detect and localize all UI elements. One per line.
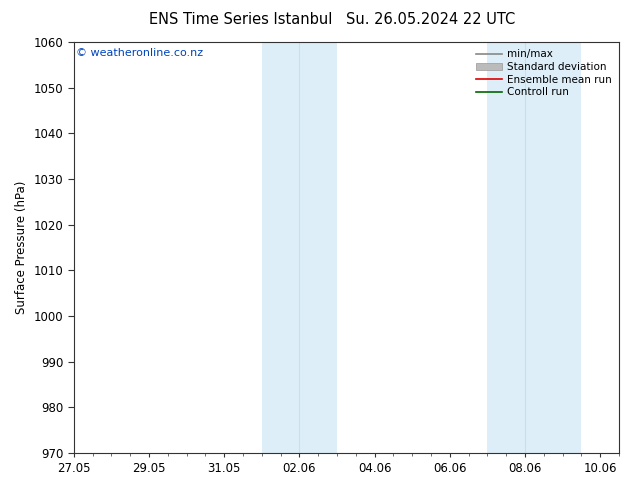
Legend: min/max, Standard deviation, Ensemble mean run, Controll run: min/max, Standard deviation, Ensemble me… [474,47,614,99]
Bar [525,42,581,453]
Bar [262,42,299,453]
Text: ENS Time Series Istanbul: ENS Time Series Istanbul [149,12,333,27]
Text: © weatheronline.co.nz: © weatheronline.co.nz [77,48,204,58]
Text: Su. 26.05.2024 22 UTC: Su. 26.05.2024 22 UTC [347,12,515,27]
Bar [488,42,525,453]
Y-axis label: Surface Pressure (hPa): Surface Pressure (hPa) [15,181,28,314]
Bar [299,42,337,453]
